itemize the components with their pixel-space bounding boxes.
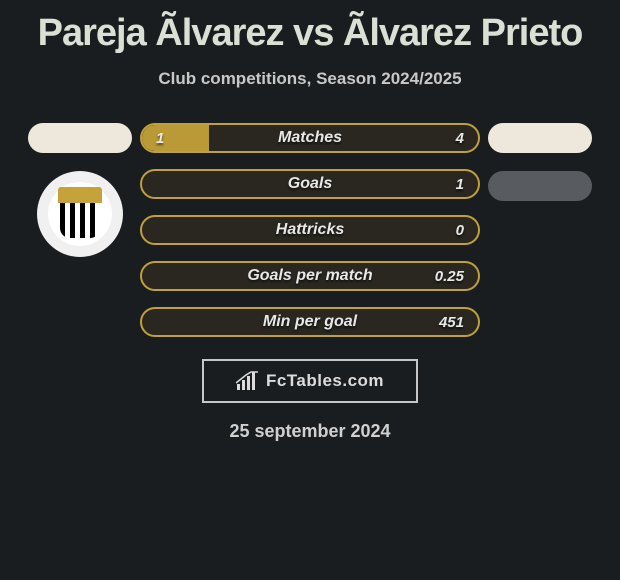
stat-bar: Goals 1 [140,169,480,199]
stat-label: Min per goal [263,313,357,331]
left-club-badge [37,171,123,257]
stat-right-value: 0.25 [435,268,464,285]
stat-label: Goals [288,175,332,193]
stat-bar: Hattricks 0 [140,215,480,245]
left-pill-1 [28,123,132,153]
stat-bar: Min per goal 451 [140,307,480,337]
right-player-column [480,123,600,219]
right-pill-1 [488,123,592,153]
subtitle: Club competitions, Season 2024/2025 [158,69,461,89]
stat-right-value: 1 [456,176,464,193]
stat-right-value: 451 [439,314,464,331]
stat-bar: 1 Matches 4 [140,123,480,153]
stat-label: Hattricks [276,221,344,239]
stat-bars: 1 Matches 4 Goals 1 Hattricks 0 Goals per match… [140,123,480,337]
stat-left-value: 1 [156,130,164,147]
chart-bars-icon [236,371,260,391]
left-player-column [20,123,140,257]
right-pill-2 [488,171,592,201]
stat-bar: Goals per match 0.25 [140,261,480,291]
brand-logo-box: FcTables.com [202,359,418,403]
stat-right-value: 4 [456,130,464,147]
comparison-content: 1 Matches 4 Goals 1 Hattricks 0 Goals per match… [0,123,620,337]
date-text: 25 september 2024 [229,421,390,442]
stat-right-value: 0 [456,222,464,239]
page-title: Pareja Ãlvarez vs Ãlvarez Prieto [38,12,583,55]
stat-label: Goals per match [247,267,372,285]
brand-logo-text: FcTables.com [266,371,384,391]
stat-label: Matches [278,129,342,147]
